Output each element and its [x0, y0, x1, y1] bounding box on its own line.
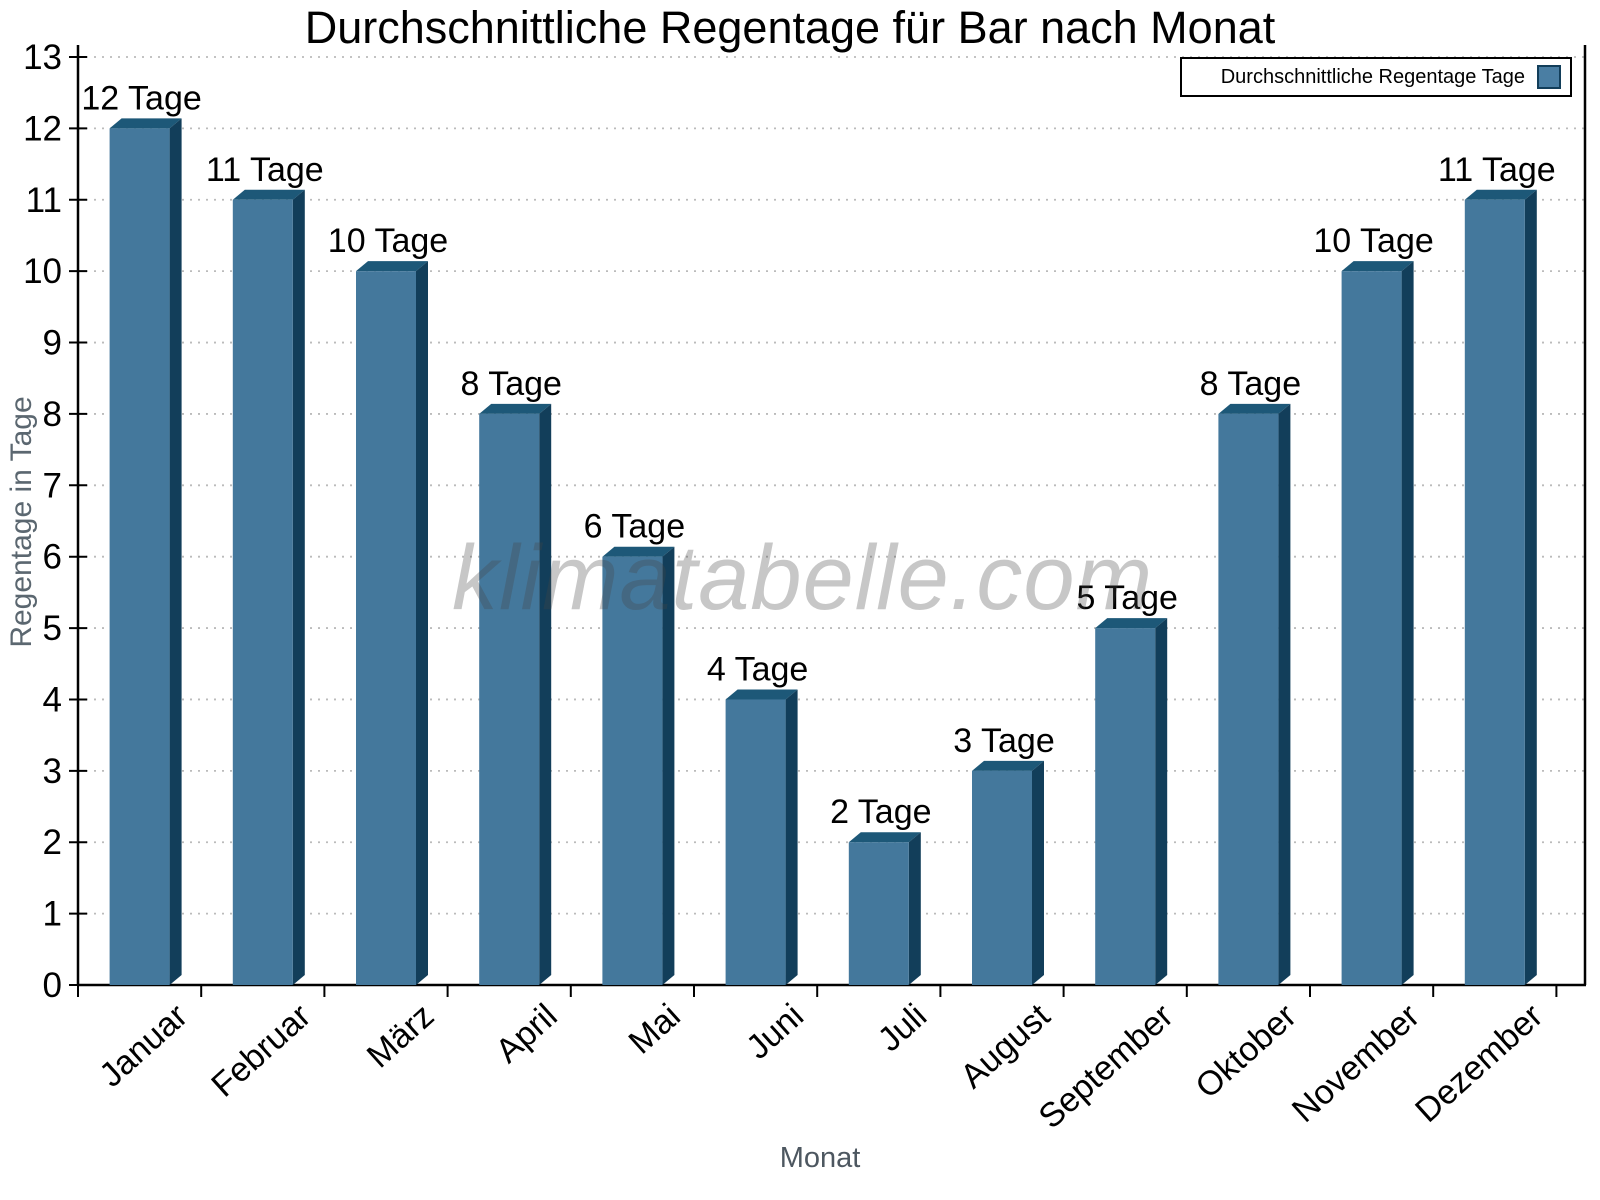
x-tick-label: Januar — [92, 997, 195, 1095]
x-tick-label: April — [489, 997, 565, 1071]
bar-top-face — [1095, 618, 1168, 629]
bar — [1218, 413, 1279, 985]
bar-value-label: 10 Tage — [1313, 222, 1433, 260]
y-tick-label: 12 — [23, 109, 62, 148]
bar-side-face — [662, 546, 675, 985]
bar — [232, 199, 293, 985]
bar — [1341, 271, 1402, 986]
bar-value-label: 11 Tage — [1438, 151, 1556, 189]
x-tick-label: Juni — [739, 997, 811, 1067]
bar — [848, 842, 909, 985]
bar-top-face — [1464, 189, 1537, 200]
y-tick-label: 6 — [43, 538, 62, 577]
bar-side-face — [908, 832, 921, 985]
bar-side-face — [1032, 760, 1044, 985]
bar — [356, 271, 416, 986]
bar-top-face — [356, 261, 428, 272]
bar-side-face — [292, 189, 305, 985]
bar-top-face — [725, 689, 798, 700]
bar-top-face — [602, 546, 675, 557]
legend-label: Durchschnittliche Regentage Tage — [1220, 65, 1525, 88]
bar-value-label: 3 Tage — [953, 722, 1054, 760]
y-tick-label: 2 — [43, 823, 62, 862]
x-tick-label: März — [360, 997, 442, 1076]
x-tick-label: Juli — [871, 997, 934, 1059]
x-tick-label: Februar — [204, 997, 318, 1105]
bar-value-label: 8 Tage — [1200, 365, 1301, 403]
bar-top-face — [232, 189, 305, 200]
bar-top-face — [848, 832, 921, 843]
bar-side-face — [1278, 403, 1291, 985]
y-tick-label: 13 — [23, 38, 62, 77]
x-tick-label: November — [1285, 997, 1427, 1130]
legend-swatch — [1537, 65, 1561, 89]
bar-side-face — [169, 118, 182, 985]
bar — [1464, 199, 1525, 985]
bar — [725, 699, 786, 985]
bar-value-label: 4 Tage — [707, 650, 808, 688]
y-tick-label: 7 — [43, 466, 62, 505]
bar-side-face — [1401, 261, 1414, 986]
bar-value-label: 2 Tage — [830, 793, 931, 831]
bar-side-face — [539, 403, 552, 985]
bar — [1095, 628, 1156, 985]
x-axis-title: Monat — [779, 1142, 861, 1174]
bar-value-label: 6 Tage — [584, 508, 685, 546]
bar-side-face — [1524, 189, 1537, 985]
chart-title: Durchschnittliche Regentage für Bar nach… — [304, 2, 1276, 53]
bar-top-face — [109, 118, 182, 129]
x-tick-label: Mai — [622, 997, 688, 1062]
x-tick-label: Dezember — [1408, 997, 1550, 1130]
x-tick-label: August — [953, 996, 1058, 1095]
bar-value-label: 5 Tage — [1076, 579, 1177, 617]
bar-top-face — [1341, 261, 1414, 272]
bar-top-face — [972, 760, 1044, 771]
x-tick-label: Oktober — [1188, 997, 1303, 1106]
y-tick-label: 8 — [43, 395, 62, 434]
bar — [479, 413, 540, 985]
bar-top-face — [1218, 403, 1291, 414]
legend: Durchschnittliche Regentage Tage — [1180, 57, 1572, 97]
bar-side-face — [416, 261, 428, 986]
bar-side-face — [785, 689, 798, 985]
bar-value-label: 8 Tage — [460, 365, 561, 403]
bar-value-label: 12 Tage — [81, 79, 201, 117]
y-tick-label: 3 — [43, 752, 62, 791]
bar-value-label: 11 Tage — [206, 151, 324, 189]
y-axis-title: Regentage in Tage — [5, 396, 38, 648]
bar — [602, 556, 663, 985]
y-tick-label: 10 — [23, 252, 62, 291]
bar — [972, 770, 1032, 985]
x-tick-label: September — [1032, 997, 1181, 1137]
y-tick-label: 11 — [26, 181, 62, 220]
y-tick-label: 5 — [43, 609, 62, 648]
y-tick-label: 9 — [43, 324, 62, 363]
bar-side-face — [1155, 618, 1168, 985]
y-tick-label: 0 — [43, 966, 62, 1005]
y-tick-label: 4 — [43, 680, 62, 719]
y-tick-label: 1 — [43, 895, 62, 934]
bar-value-label: 10 Tage — [328, 222, 448, 260]
bar-top-face — [479, 403, 552, 414]
bar — [109, 128, 170, 985]
